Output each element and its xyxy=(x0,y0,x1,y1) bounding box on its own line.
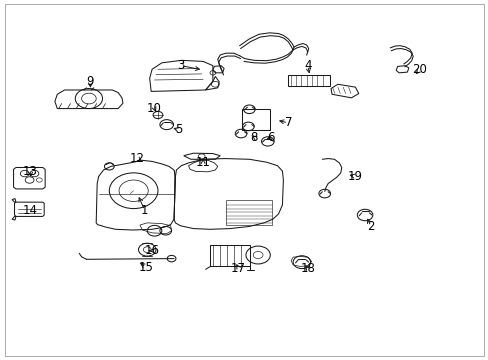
Text: 3: 3 xyxy=(177,59,184,72)
Text: 16: 16 xyxy=(144,244,159,257)
Text: 11: 11 xyxy=(195,156,210,169)
Text: 1: 1 xyxy=(141,204,148,217)
Bar xyxy=(210,245,250,266)
Text: 2: 2 xyxy=(366,220,374,233)
Text: 17: 17 xyxy=(231,262,245,275)
Bar xyxy=(225,200,272,225)
Text: 20: 20 xyxy=(411,63,426,76)
Text: 13: 13 xyxy=(23,165,38,177)
Text: 9: 9 xyxy=(86,75,94,88)
Bar xyxy=(242,109,270,130)
Text: 5: 5 xyxy=(175,123,182,136)
Text: 19: 19 xyxy=(347,170,362,183)
Text: 14: 14 xyxy=(23,204,38,217)
Text: 10: 10 xyxy=(147,102,162,115)
Text: 4: 4 xyxy=(304,59,311,72)
Text: 12: 12 xyxy=(130,152,145,165)
Text: 18: 18 xyxy=(300,262,314,275)
Text: 6: 6 xyxy=(267,131,274,144)
Text: 8: 8 xyxy=(250,131,257,144)
Text: 15: 15 xyxy=(139,261,153,274)
Bar xyxy=(287,75,329,86)
Text: 7: 7 xyxy=(284,116,291,129)
